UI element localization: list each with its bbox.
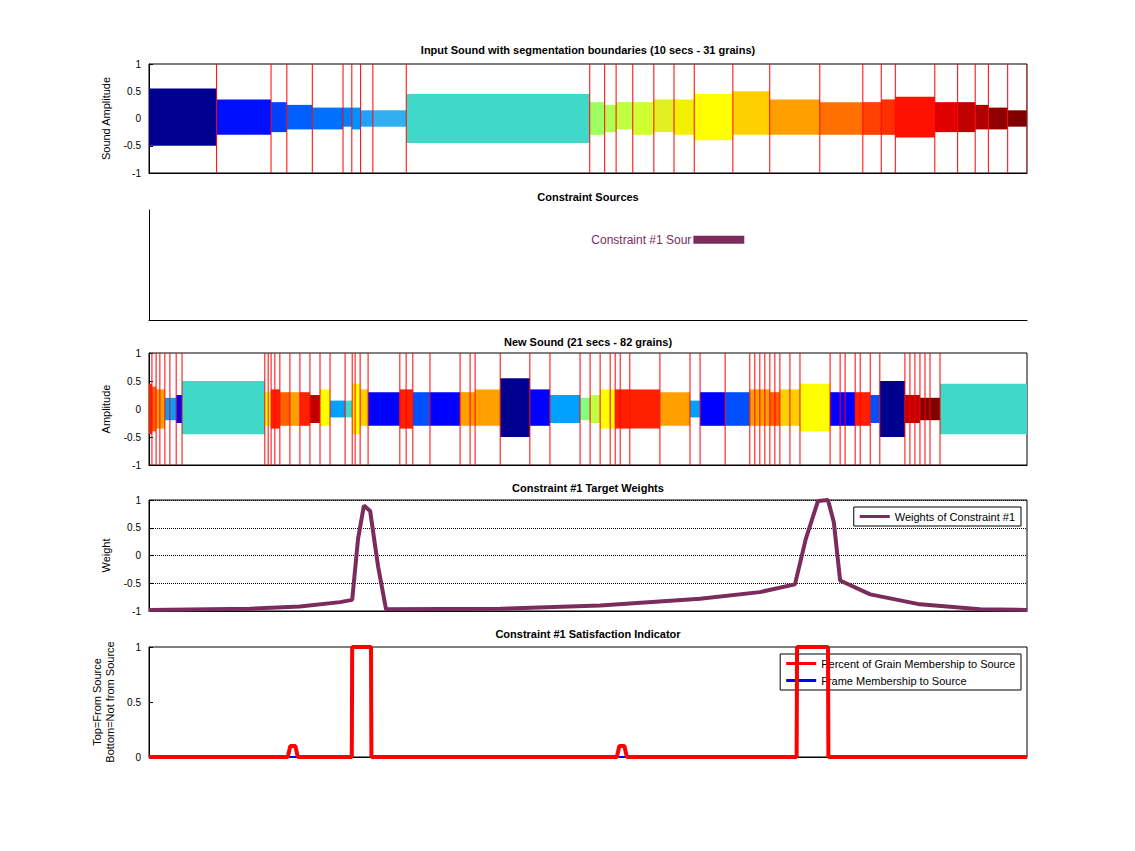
svg-text:1: 1 bbox=[135, 642, 141, 653]
svg-text:Constraint #1 Satisfaction Ind: Constraint #1 Satisfaction Indicator bbox=[495, 628, 681, 640]
svg-text:Weights of Constraint #1: Weights of Constraint #1 bbox=[895, 511, 1015, 523]
svg-text:1: 1 bbox=[135, 59, 141, 70]
svg-text:0.5: 0.5 bbox=[127, 697, 141, 708]
svg-text:0: 0 bbox=[135, 550, 141, 561]
svg-text:-0.5: -0.5 bbox=[124, 578, 142, 589]
svg-text:0: 0 bbox=[135, 113, 141, 124]
svg-text:Bottom=Not from Source: Bottom=Not from Source bbox=[104, 641, 116, 762]
svg-text:0.5: 0.5 bbox=[127, 86, 141, 97]
svg-text:Constraint #1 Target Weights: Constraint #1 Target Weights bbox=[512, 482, 664, 494]
svg-text:1: 1 bbox=[135, 348, 141, 359]
svg-text:0.5: 0.5 bbox=[127, 376, 141, 387]
svg-text:0: 0 bbox=[135, 404, 141, 415]
svg-text:New Sound (21 secs - 82 grains: New Sound (21 secs - 82 grains) bbox=[504, 336, 672, 348]
svg-text:Constraint #1 Sour: Constraint #1 Sour bbox=[591, 233, 691, 247]
svg-text:0: 0 bbox=[135, 752, 141, 763]
svg-text:Weight: Weight bbox=[100, 538, 112, 572]
svg-text:-1: -1 bbox=[132, 168, 141, 179]
svg-text:-1: -1 bbox=[132, 460, 141, 471]
svg-text:1: 1 bbox=[135, 495, 141, 506]
svg-text:-0.5: -0.5 bbox=[124, 140, 142, 151]
svg-text:Amplitude: Amplitude bbox=[100, 385, 112, 434]
svg-text:Sound Amplitude: Sound Amplitude bbox=[100, 77, 112, 160]
svg-text:Constraint Sources: Constraint Sources bbox=[537, 191, 638, 203]
svg-text:Input Sound with segmentation: Input Sound with segmentation boundaries… bbox=[421, 44, 756, 56]
svg-text:Percent of Grain Membership to: Percent of Grain Membership to Source bbox=[821, 658, 1015, 670]
svg-text:-0.5: -0.5 bbox=[124, 432, 142, 443]
svg-text:Frame Membership to Source: Frame Membership to Source bbox=[821, 675, 967, 687]
svg-text:0.5: 0.5 bbox=[127, 522, 141, 533]
svg-text:-1: -1 bbox=[132, 606, 141, 617]
svg-text:Top=From Source: Top=From Source bbox=[91, 658, 103, 746]
